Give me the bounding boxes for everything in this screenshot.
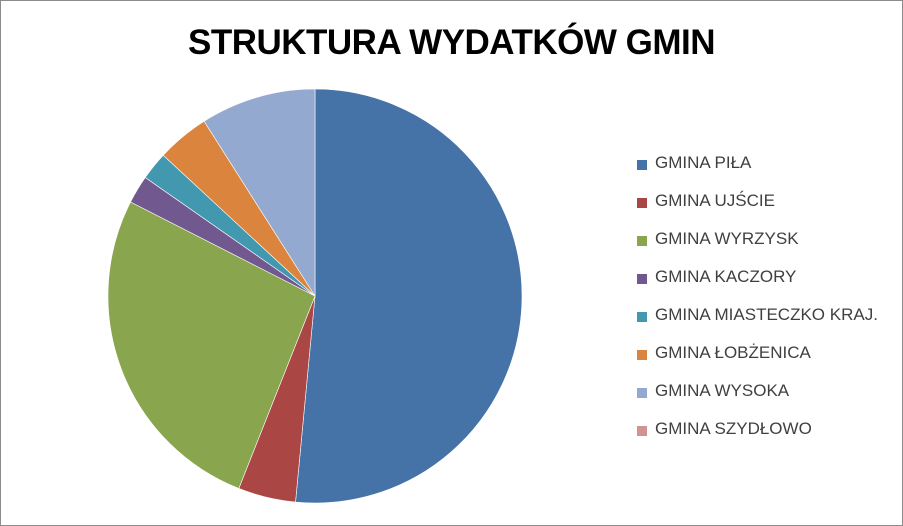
legend-label: GMINA WYSOKA bbox=[655, 381, 790, 400]
legend-item: GMINA WYSOKA bbox=[637, 381, 878, 419]
legend-label: GMINA SZYDŁOWO bbox=[655, 419, 812, 438]
chart-title: STRUKTURA WYDATKÓW GMIN bbox=[187, 23, 716, 62]
legend-label: GMINA MIASTECZKO KRAJ. bbox=[655, 305, 878, 324]
pie-slice-6 bbox=[203, 88, 316, 298]
legend-swatch bbox=[637, 236, 647, 246]
legend-item: GMINA SZYDŁOWO bbox=[637, 419, 878, 457]
legend-swatch bbox=[637, 426, 647, 436]
pie-slice-0 bbox=[295, 88, 523, 504]
legend: GMINA PIŁA GMINA UJŚCIE GMINA WYRZYSK GMINA… bbox=[637, 153, 878, 457]
legend-label: GMINA KACZORY bbox=[655, 267, 797, 286]
legend-item: GMINA PIŁA bbox=[637, 153, 878, 191]
legend-item: GMINA MIASTECZKO KRAJ. bbox=[637, 305, 878, 343]
legend-label: GMINA ŁOBŻENICA bbox=[655, 343, 811, 362]
legend-item: GMINA KACZORY bbox=[637, 267, 878, 305]
pie-slice-2 bbox=[107, 201, 316, 489]
legend-swatch bbox=[637, 274, 647, 284]
legend-label: GMINA UJŚCIE bbox=[655, 191, 775, 210]
legend-swatch bbox=[637, 388, 647, 398]
legend-item: GMINA WYRZYSK bbox=[637, 229, 878, 267]
legend-label: GMINA WYRZYSK bbox=[655, 229, 799, 248]
legend-label: GMINA PIŁA bbox=[655, 153, 752, 172]
legend-swatch bbox=[637, 160, 647, 170]
legend-swatch bbox=[637, 312, 647, 322]
legend-swatch bbox=[637, 350, 647, 360]
legend-swatch bbox=[637, 198, 647, 208]
legend-item: GMINA ŁOBŻENICA bbox=[637, 343, 878, 381]
legend-item: GMINA UJŚCIE bbox=[637, 191, 878, 229]
